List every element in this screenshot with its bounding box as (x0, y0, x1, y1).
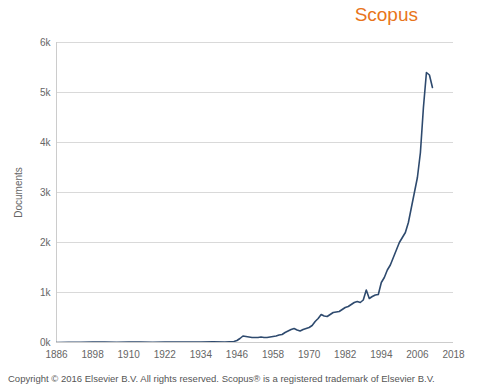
svg-text:2018: 2018 (442, 349, 465, 360)
svg-text:1910: 1910 (118, 349, 141, 360)
svg-text:1970: 1970 (298, 349, 321, 360)
svg-text:1934: 1934 (190, 349, 213, 360)
svg-text:0k: 0k (40, 337, 52, 348)
svg-text:1982: 1982 (334, 349, 357, 360)
svg-text:1994: 1994 (370, 349, 393, 360)
html-text:Copyright © 2016 Elsevier B.V.: Copyright © 2016 Elsevier B.V. All right… (8, 373, 435, 384)
svg-text:3k: 3k (40, 187, 52, 198)
svg-text:1922: 1922 (154, 349, 177, 360)
svg-text:1886: 1886 (45, 349, 68, 360)
svg-text:1946: 1946 (226, 349, 249, 360)
svg-text:1898: 1898 (81, 349, 104, 360)
svg-text:Documents: Documents (13, 167, 24, 218)
svg-text:1958: 1958 (262, 349, 285, 360)
svg-text:1k: 1k (40, 287, 52, 298)
svg-text:2k: 2k (40, 237, 52, 248)
svg-text:4k: 4k (40, 137, 52, 148)
html-text:Scopus: Scopus (354, 4, 418, 25)
svg-text:5k: 5k (40, 87, 52, 98)
svg-text:2006: 2006 (406, 349, 429, 360)
svg-text:6k: 6k (40, 37, 52, 48)
